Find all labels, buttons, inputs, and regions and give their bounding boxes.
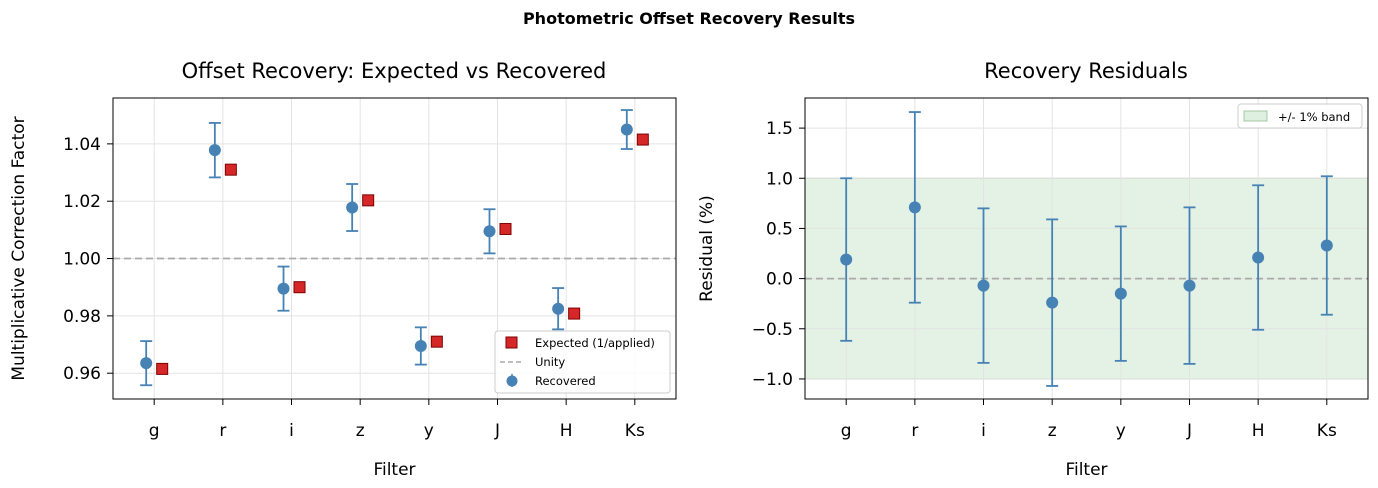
left-expected-marker xyxy=(568,307,581,320)
left-ytick-label: 1.00 xyxy=(63,250,101,270)
right-ytick-label: 1.5 xyxy=(766,119,793,139)
left-expected-marker xyxy=(430,335,443,348)
left-expected-marker xyxy=(362,194,375,207)
left-ytick-label: 1.04 xyxy=(63,135,101,155)
legend-recovered-label: Recovered xyxy=(535,374,596,388)
left-xtick-label: H xyxy=(560,421,573,441)
right-xtick-label: r xyxy=(911,421,918,441)
left-data-point xyxy=(346,201,359,214)
left-expected-marker xyxy=(293,281,306,294)
right-xtick-label: i xyxy=(981,421,986,441)
right-data-point xyxy=(840,253,853,266)
legend-box xyxy=(1237,103,1363,129)
left-data-point xyxy=(552,302,565,315)
right-xtick-label: y xyxy=(1116,421,1126,441)
right-ytick-label: 0.5 xyxy=(766,219,793,239)
legend-band-swatch xyxy=(1243,110,1268,122)
left-expected-marker xyxy=(636,133,649,146)
right-data-point xyxy=(908,201,921,214)
left-ytick-label: 0.96 xyxy=(63,364,101,384)
right-chart-title: Recovery Residuals xyxy=(984,59,1188,83)
right-data-point xyxy=(1183,279,1196,292)
left-ytick-label: 1.02 xyxy=(63,192,101,212)
left-data-point xyxy=(208,144,221,157)
left-chart-title: Offset Recovery: Expected vs Recovered xyxy=(182,59,607,83)
right-xtick-label: z xyxy=(1048,421,1057,441)
legend-recovered-marker xyxy=(506,375,518,387)
right-plot-frame xyxy=(804,97,1369,400)
legend-expected-label: Expected (1/applied) xyxy=(535,336,655,350)
left-xtick-label: r xyxy=(219,421,226,441)
left-xtick-label: J xyxy=(494,421,500,441)
right-data-point xyxy=(1252,251,1265,264)
left-plot-frame xyxy=(112,97,677,400)
legend-expected-marker xyxy=(505,336,518,349)
left-xtick-label: Ks xyxy=(625,421,645,441)
legend-band-label: +/- 1% band xyxy=(1278,110,1350,124)
left-y-axis-label: Multiplicative Correction Factor xyxy=(9,116,29,380)
left-xtick-label: i xyxy=(289,421,294,441)
right-y-axis-label: Residual (%) xyxy=(697,195,717,302)
right-ytick-label: 0.0 xyxy=(766,270,793,290)
left-xtick-label: y xyxy=(424,421,434,441)
left-data-point xyxy=(140,357,153,370)
left-data-point xyxy=(483,225,496,238)
left-xtick-label: z xyxy=(356,421,365,441)
left-x-axis-label: Filter xyxy=(373,460,415,480)
right-data-point xyxy=(1320,239,1333,252)
left-expected-marker xyxy=(156,362,169,375)
left-xtick-label: g xyxy=(149,421,160,441)
right-chart-panel: −1.0 −0.5 0.0 0.5 1.0 1.5 g r i z y J H Ks Recovery Re… xyxy=(697,59,1369,480)
left-legend: Expected (1/applied) Unity Recovered xyxy=(494,330,671,394)
right-data-point xyxy=(977,279,990,292)
right-legend: +/- 1% band xyxy=(1237,103,1363,129)
left-data-point xyxy=(277,282,290,295)
left-ytick-label: 0.98 xyxy=(63,307,101,327)
left-data-point xyxy=(620,123,633,136)
left-expected-marker xyxy=(499,223,512,236)
figure-suptitle: Photometric Offset Recovery Results xyxy=(523,9,855,28)
right-data-point xyxy=(1046,296,1059,309)
right-xtick-label: J xyxy=(1186,421,1192,441)
left-expected-marker xyxy=(224,163,237,176)
legend-unity-label: Unity xyxy=(535,355,565,369)
right-ytick-label: 1.0 xyxy=(766,169,793,189)
right-data-point xyxy=(1114,287,1127,300)
right-xtick-label: H xyxy=(1252,421,1265,441)
right-x-axis-label: Filter xyxy=(1065,460,1107,480)
right-ytick-label: −0.5 xyxy=(752,320,793,340)
left-data-point xyxy=(414,339,427,352)
legend-box xyxy=(494,330,671,394)
right-ytick-label: −1.0 xyxy=(752,370,793,390)
right-xtick-label: Ks xyxy=(1317,421,1337,441)
right-xtick-label: g xyxy=(841,421,852,441)
left-chart-panel: 0.96 0.98 1.00 1.02 1.04 g r i z y J H Ks Offset Reco… xyxy=(9,59,677,480)
